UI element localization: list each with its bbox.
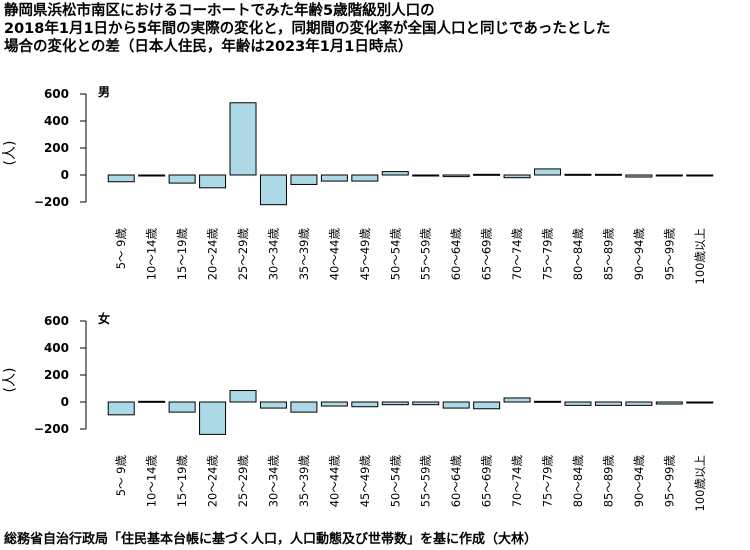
bar (107, 174, 135, 183)
bar (655, 174, 683, 177)
x-tick-label: 5～ 9歳 (114, 455, 128, 497)
x-tick-label: 80～84歳 (571, 455, 585, 508)
bar (594, 173, 622, 176)
panel-label: 男 (98, 85, 110, 99)
x-tick-label: 15～19歳 (175, 228, 189, 281)
x-tick-label: 35～39歳 (297, 228, 311, 281)
bar (320, 401, 348, 407)
bar (259, 401, 287, 409)
x-tick-label: 55～59歳 (419, 455, 433, 508)
y-tick-label: 600 (44, 314, 69, 328)
female-panel: −200 0 200 400 600 (人) 女 5～ 9歳 10～14歳 15～19歳 20～24… (2, 311, 714, 511)
bar (259, 174, 287, 206)
x-tick-label: 40～44歳 (327, 228, 341, 281)
bar (686, 401, 714, 404)
bar (351, 401, 379, 408)
x-tick-label: 80～84歳 (571, 228, 585, 281)
y-tick-label: 200 (44, 368, 69, 382)
panel-label: 女 (98, 311, 110, 326)
bar (351, 174, 379, 182)
bar (138, 400, 166, 403)
bar (503, 397, 531, 403)
y-tick-label: 400 (44, 341, 69, 355)
x-tick-label: 60～64歳 (449, 228, 463, 281)
bar (655, 401, 683, 405)
y-tick-label: 400 (44, 114, 69, 128)
bar (229, 390, 257, 403)
y-tick-label: 0 (61, 168, 69, 182)
y-tick-label: 600 (44, 87, 69, 101)
x-tick-label: 75～79歳 (541, 228, 555, 281)
x-tick-label: 10～14歳 (145, 455, 159, 508)
x-tick-label: 50～54歳 (388, 455, 402, 508)
bar (138, 174, 166, 177)
x-tick-label: 45～49歳 (358, 228, 372, 281)
source-note: 総務省自治行政局「住民基本台帳に基づく人口，人口動態及び世帯数」を基に作成（大林… (4, 532, 538, 547)
x-tick-label: 5～ 9歳 (114, 228, 128, 270)
bar (381, 401, 409, 406)
y-tick-label: 0 (61, 395, 69, 409)
bar (442, 174, 470, 178)
y-tick-label: −200 (34, 195, 69, 209)
bar (625, 401, 653, 406)
x-tick-label: 75～79歳 (541, 455, 555, 508)
y-tick-label: 200 (44, 141, 69, 155)
bar (412, 174, 440, 177)
x-tick-label: 25～29歳 (236, 228, 250, 281)
bar (320, 174, 348, 182)
bar (199, 174, 227, 189)
x-tick-label: 35～39歳 (297, 455, 311, 508)
x-tick-label: 50～54歳 (388, 228, 402, 281)
bar (473, 401, 501, 410)
x-tick-label: 40～44歳 (327, 455, 341, 508)
x-tick-label: 60～64歳 (449, 455, 463, 508)
x-tick-label: 45～49歳 (358, 455, 372, 508)
bar (107, 401, 135, 416)
x-tick-label: 55～59歳 (419, 228, 433, 281)
bar (199, 401, 227, 435)
x-tick-label: 70～74歳 (510, 455, 524, 508)
x-tick-label: 70～74歳 (510, 228, 524, 281)
bar (290, 401, 318, 413)
x-tick-label: 90～94歳 (632, 228, 646, 281)
bar (168, 174, 196, 184)
x-tick-label: 20～24歳 (206, 455, 220, 508)
bar (534, 168, 562, 176)
bar (168, 401, 196, 413)
bar (412, 401, 440, 406)
bar (503, 174, 531, 179)
x-tick-label: 100歳以上 (693, 228, 707, 284)
x-tick-label: 20～24歳 (206, 228, 220, 281)
bar (229, 102, 257, 176)
bar (594, 401, 622, 406)
x-tick-label: 65～69歳 (480, 455, 494, 508)
y-axis-label: (人) (2, 141, 18, 166)
bar (381, 171, 409, 176)
bar (564, 401, 592, 406)
x-tick-label: 10～14歳 (145, 228, 159, 281)
x-tick-label: 85～89歳 (601, 228, 615, 281)
bar (473, 173, 501, 176)
x-tick-label: 100歳以上 (693, 455, 707, 511)
x-tick-label: 85～89歳 (601, 455, 615, 508)
x-tick-label: 30～34歳 (266, 455, 280, 508)
x-tick-label: 25～29歳 (236, 455, 250, 508)
bar (290, 174, 318, 185)
x-tick-label: 15～19歳 (175, 455, 189, 508)
bar (534, 400, 562, 403)
bar (564, 173, 592, 176)
x-tick-label: 30～34歳 (266, 228, 280, 281)
x-tick-label: 95～99歳 (662, 455, 676, 508)
male-panel: −200 0 200 400 600 (人) 男 5～ 9歳 10～14歳 15～19歳 20～24… (2, 85, 714, 284)
bar (625, 174, 653, 178)
bar (442, 401, 470, 409)
x-tick-label: 90～94歳 (632, 455, 646, 508)
x-tick-label: 95～99歳 (662, 228, 676, 281)
chart-title: 静岡県浜松市南区におけるコーホートでみた年齢5歳階級別人口の 2018年1月1日… (4, 3, 611, 55)
y-axis-label: (人) (2, 368, 18, 393)
y-tick-label: −200 (34, 422, 69, 436)
x-tick-label: 65～69歳 (480, 228, 494, 281)
bar (686, 174, 714, 177)
